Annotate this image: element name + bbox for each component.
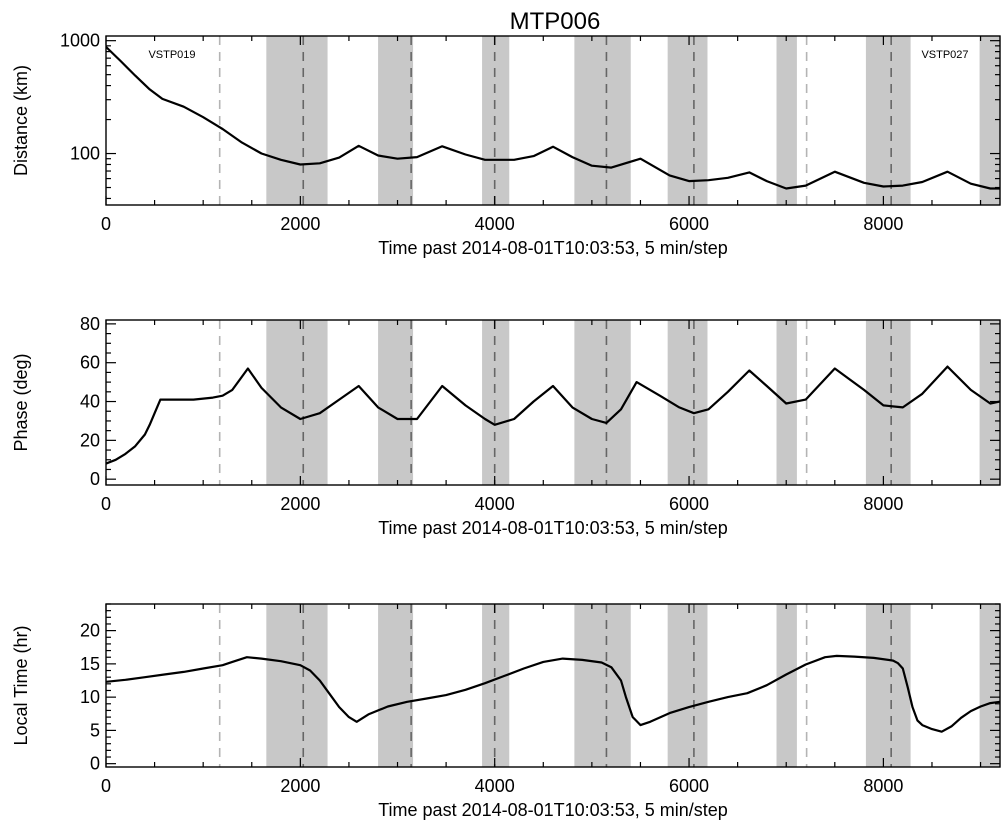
annotation-vstp019: VSTP019 <box>148 49 195 61</box>
shaded-interval <box>979 604 1000 767</box>
y-tick-label: 15 <box>80 654 100 674</box>
plot-frame <box>105 319 1001 486</box>
y-tick-label: 40 <box>80 392 100 412</box>
shaded-interval <box>979 36 1000 205</box>
shaded-interval <box>574 320 631 485</box>
shaded-interval <box>378 604 414 767</box>
x-tick-label: 2000 <box>280 776 320 796</box>
x-tick-label: 6000 <box>669 776 709 796</box>
x-tick-label: 0 <box>101 494 111 514</box>
y-tick-label: 0 <box>90 754 100 774</box>
shaded-interval <box>378 320 414 485</box>
x-tick-label: 8000 <box>863 494 903 514</box>
panel-local-time: 0 2000 4000 6000 8000 0 5 10 15 20 Time past 2014-… <box>11 603 1001 820</box>
x-tick-label: 2000 <box>280 214 320 234</box>
shaded-interval <box>266 36 328 205</box>
shaded-interval <box>266 604 328 767</box>
shaded-interval <box>482 604 510 767</box>
x-tick-label: 6000 <box>669 214 709 234</box>
y-axis-label: Distance (km) <box>11 65 31 176</box>
shaded-interval <box>776 36 797 205</box>
shaded-interval <box>574 36 631 205</box>
y-tick-label: 0 <box>90 469 100 489</box>
x-axis-label: Time past 2014-08-01T10:03:53, 5 min/ste… <box>378 518 728 538</box>
panel-distance: 0 2000 4000 6000 8000 100 1000 Time past 2014-0… <box>11 31 1001 258</box>
y-axis-label: Local Time (hr) <box>11 625 31 745</box>
shaded-interval <box>865 604 911 767</box>
shaded-interval <box>482 320 510 485</box>
x-tick-label: 6000 <box>669 494 709 514</box>
series-line <box>106 365 1000 465</box>
y-tick-label: 10 <box>80 687 100 707</box>
plot-frame <box>105 35 1001 206</box>
x-tick-label: 4000 <box>475 494 515 514</box>
y-axis-label: Phase (deg) <box>11 353 31 451</box>
panel-phase: 0 2000 4000 6000 8000 0 20 40 60 80 Time past 2014… <box>11 314 1001 538</box>
y-tick-label: 60 <box>80 353 100 373</box>
y-tick-label: 20 <box>80 621 100 641</box>
x-tick-label: 8000 <box>863 776 903 796</box>
shaded-interval <box>482 36 510 205</box>
x-tick-label: 4000 <box>475 214 515 234</box>
y-tick-label: 80 <box>80 314 100 334</box>
series-line <box>106 46 1000 190</box>
x-tick-label: 4000 <box>475 776 515 796</box>
x-axis-label: Time past 2014-08-01T10:03:53, 5 min/ste… <box>378 238 728 258</box>
shaded-interval <box>378 36 414 205</box>
y-tick-label: 5 <box>90 720 100 740</box>
x-tick-label: 8000 <box>863 214 903 234</box>
y-tick-label: 20 <box>80 430 100 450</box>
x-tick-label: 0 <box>101 776 111 796</box>
annotation-vstp027: VSTP027 <box>921 49 968 61</box>
x-tick-label: 0 <box>101 214 111 234</box>
x-tick-label: 2000 <box>280 494 320 514</box>
shaded-interval <box>776 604 797 767</box>
y-tick-label: 1000 <box>60 31 100 51</box>
shaded-interval <box>667 320 708 485</box>
shaded-interval <box>865 320 911 485</box>
y-tick-label: 100 <box>70 144 100 164</box>
plot-frame <box>105 603 1001 768</box>
shaded-interval <box>865 36 911 205</box>
shaded-interval <box>667 604 708 767</box>
x-axis-label: Time past 2014-08-01T10:03:53, 5 min/ste… <box>378 800 728 820</box>
chart-title: MTP006 <box>510 8 601 35</box>
series-line <box>106 654 1000 733</box>
